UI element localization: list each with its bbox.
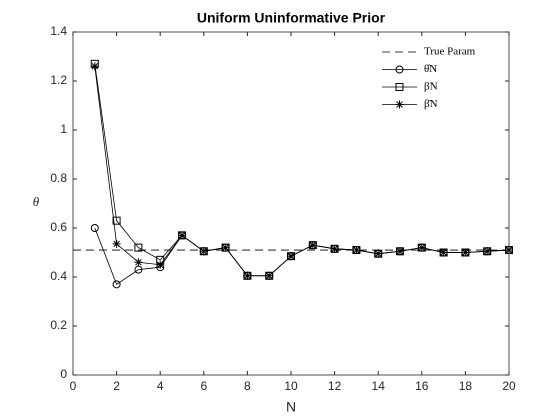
y-axis-label: θ — [33, 194, 40, 209]
x-tick-label: 8 — [244, 379, 251, 393]
marker — [396, 247, 404, 256]
y-tick-label: 1.4 — [50, 24, 67, 38]
x-tick-label: 16 — [415, 379, 429, 393]
marker — [483, 247, 492, 256]
x-axis-label: N — [286, 399, 296, 415]
x-tick-label: 4 — [157, 379, 164, 393]
y-tick-label: 0 — [60, 367, 67, 381]
marker — [287, 252, 295, 261]
marker — [199, 247, 208, 256]
chart-title: Uniform Uninformative Prior — [197, 10, 386, 26]
marker — [178, 231, 186, 240]
marker — [417, 243, 426, 252]
marker — [461, 248, 470, 257]
marker — [90, 224, 99, 232]
x-tick-label: 10 — [284, 379, 298, 393]
marker — [112, 280, 121, 289]
marker — [112, 239, 121, 248]
y-tick-label: 0.8 — [50, 171, 67, 185]
y-tick-label: 1 — [60, 122, 67, 136]
marker — [265, 271, 274, 280]
marker — [243, 271, 252, 280]
marker — [112, 216, 121, 225]
x-tick-label: 12 — [328, 379, 342, 393]
x-tick-label: 14 — [372, 379, 386, 393]
marker — [374, 249, 383, 258]
marker — [439, 248, 448, 257]
x-tick-label: 6 — [200, 379, 207, 393]
marker — [308, 241, 317, 250]
legend-marker — [395, 83, 404, 91]
marker — [352, 246, 361, 255]
legend-label: β̄N — [424, 98, 438, 110]
marker — [221, 243, 230, 252]
marker — [134, 258, 143, 267]
x-tick-label: 18 — [459, 379, 473, 393]
x-tick-label: 2 — [113, 379, 120, 393]
x-tick-label: 0 — [70, 379, 77, 393]
legend-label: True Param — [424, 46, 476, 58]
marker — [330, 244, 339, 253]
y-tick-label: 1.2 — [50, 73, 67, 87]
legend-marker — [395, 100, 404, 109]
y-tick-label: 0.2 — [50, 318, 67, 332]
series-line — [94, 66, 510, 277]
y-tick-label: 0.6 — [50, 220, 67, 234]
legend-label: β̃N — [424, 81, 438, 93]
marker — [134, 243, 143, 252]
legend-label: θ̂N — [424, 63, 437, 75]
legend-marker — [395, 65, 404, 74]
x-tick-label: 20 — [502, 379, 516, 393]
marker — [505, 246, 513, 255]
marker — [156, 260, 165, 269]
y-tick-label: 0.4 — [50, 269, 67, 283]
marker — [90, 62, 99, 71]
